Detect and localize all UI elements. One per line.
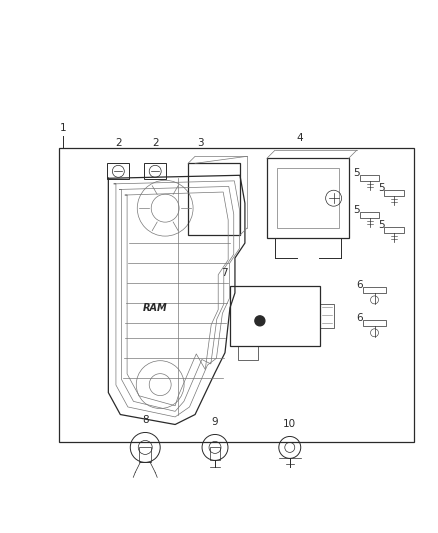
Text: 9: 9 bbox=[212, 417, 218, 427]
Text: 6: 6 bbox=[356, 313, 363, 323]
Text: 2: 2 bbox=[115, 139, 122, 148]
Bar bbox=[267, 158, 349, 238]
Bar bbox=[107, 163, 129, 179]
Bar bbox=[320, 304, 334, 328]
Circle shape bbox=[255, 316, 265, 326]
Text: 5: 5 bbox=[378, 220, 385, 230]
Bar bbox=[363, 320, 386, 326]
Text: 5: 5 bbox=[378, 183, 385, 193]
Text: 5: 5 bbox=[353, 168, 360, 179]
Bar bbox=[360, 212, 379, 218]
Bar bbox=[238, 346, 258, 360]
Bar bbox=[188, 163, 240, 235]
Bar bbox=[363, 287, 386, 293]
Bar bbox=[277, 168, 339, 228]
Bar bbox=[230, 286, 320, 346]
Bar bbox=[360, 175, 379, 181]
Text: 1: 1 bbox=[60, 124, 67, 133]
Bar bbox=[139, 447, 151, 462]
Bar bbox=[144, 163, 166, 179]
Text: RAM: RAM bbox=[143, 303, 168, 313]
Bar bbox=[59, 148, 414, 442]
Text: 2: 2 bbox=[152, 139, 159, 148]
Bar bbox=[385, 190, 404, 196]
Text: 7: 7 bbox=[221, 268, 228, 278]
Text: 4: 4 bbox=[297, 133, 303, 143]
Text: 8: 8 bbox=[142, 416, 148, 425]
Text: 5: 5 bbox=[353, 205, 360, 215]
Text: 6: 6 bbox=[356, 280, 363, 290]
Text: 3: 3 bbox=[197, 139, 203, 148]
Text: 10: 10 bbox=[283, 419, 297, 430]
Bar bbox=[385, 227, 404, 233]
Bar bbox=[210, 447, 220, 461]
